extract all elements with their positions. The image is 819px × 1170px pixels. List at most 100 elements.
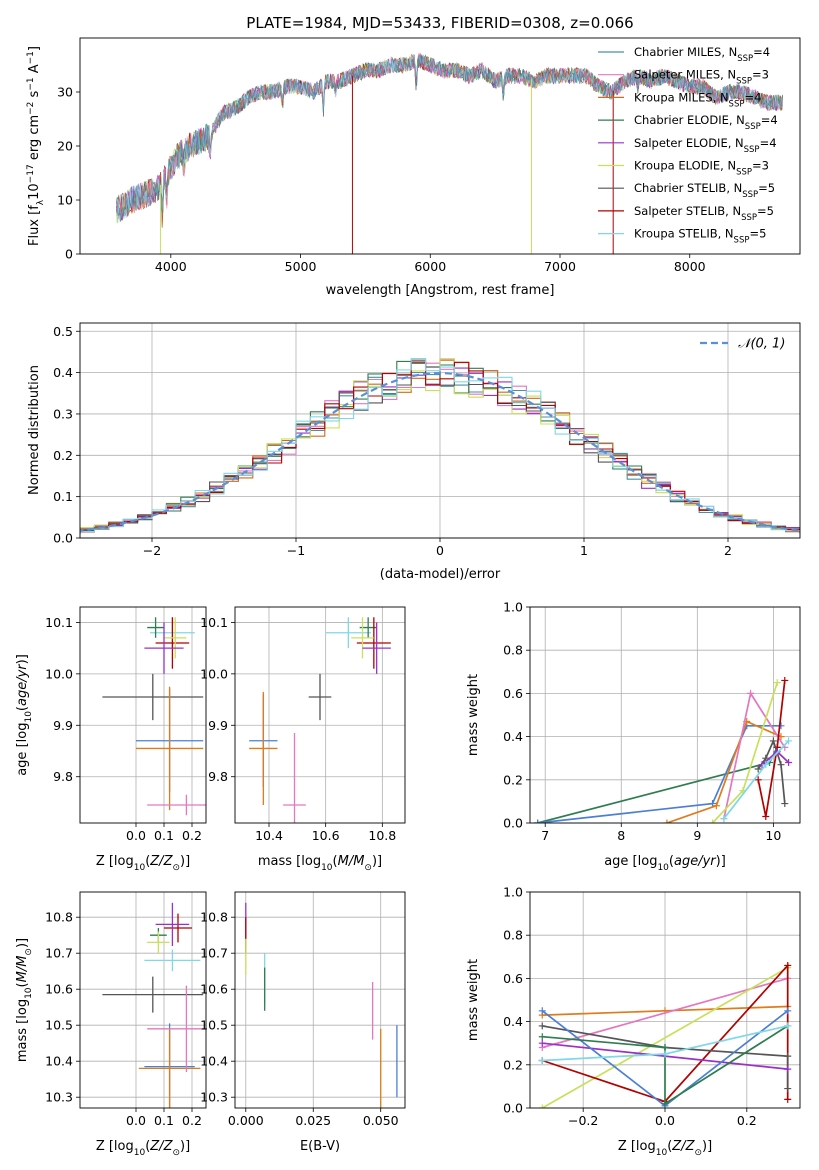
axes-frame	[234, 606, 406, 824]
panel-spectrum: 4000 5000 6000 7000 8000 0 10 20 30	[57, 37, 801, 274]
weight-marker	[773, 679, 781, 687]
y-axis-label: Flux [fλ10−17 erg cm−2 s−1 A−1]	[26, 46, 46, 246]
y-tick-label: 20	[57, 139, 73, 154]
y-axis-label: age [log10(age/yr)]	[15, 654, 34, 776]
x-axis-label: Z [log10(Z/Z⊙)]	[618, 1139, 712, 1158]
weight-marker	[777, 761, 785, 769]
x-tick-label: −1	[287, 543, 305, 558]
weight-marker	[709, 819, 717, 823]
x-tick-label: 10.6	[312, 828, 340, 843]
weight-marker	[777, 722, 785, 730]
y-axis-label: mass [log10(M/M⊙)]	[15, 938, 34, 1062]
y-tick-label: 0	[65, 247, 73, 262]
y-tick-label: 0.2	[503, 772, 523, 787]
weight-marker	[538, 1039, 546, 1047]
weight-marker	[784, 1007, 792, 1015]
y-tick-label: 0.8	[503, 928, 523, 943]
weight-marker	[754, 765, 762, 773]
x-axis-label: Z [log10(Z/Z⊙)]	[96, 1139, 190, 1158]
y-tick-label: 9.9	[208, 718, 228, 733]
weight-marker	[784, 1095, 792, 1103]
gaussian-curve	[80, 371, 800, 532]
x-tick-label: 10.8	[368, 828, 396, 843]
weight-marker	[785, 759, 793, 767]
y-tick-label: 0.8	[503, 643, 523, 658]
axes-frame	[79, 606, 207, 824]
y-tick-label: 10.3	[200, 1090, 228, 1105]
y-tick-label: 0.1	[53, 489, 73, 504]
x-tick-label: 0.000	[228, 1113, 264, 1128]
y-tick-label: 10.4	[200, 1054, 228, 1069]
plot-area	[102, 617, 206, 816]
panel-mass_vs_EBV: 0.000 0.025 0.050 10.3 10.4 10.5 10.6 10.7 10.8	[200, 891, 406, 1128]
x-axis-label: age [log10(age/yr)]	[604, 854, 726, 873]
weight-line-blue	[537, 724, 781, 823]
spectrum-line-kroupa_stelib	[116, 53, 783, 224]
y-tick-label: 10.6	[45, 982, 73, 997]
weight-marker	[538, 1056, 546, 1064]
y-tick-label: 10.6	[200, 982, 228, 997]
legend-label: Chabrier STELIB, NSSP=5	[634, 181, 775, 200]
y-tick-label: 0.0	[503, 816, 523, 831]
x-tick-label: 5000	[285, 259, 317, 274]
y-tick-label: 9.8	[53, 769, 73, 784]
spectrum-legend: Chabrier MILES, NSSP=4 Salpeter MILES, NS…	[598, 45, 778, 246]
weight-line-kroupa_elodie	[541, 966, 789, 1108]
weight-marker	[709, 800, 717, 808]
legend-label: Kroupa ELODIE, NSSP=3	[634, 159, 769, 178]
plot-area	[538, 961, 792, 1108]
x-tick-label: 0.050	[363, 1113, 399, 1128]
y-tick-label: 10.5	[200, 1018, 228, 1033]
x-tick-label: 6000	[414, 259, 446, 274]
weight-marker	[661, 1100, 669, 1108]
y-tick-label: 0.4	[53, 365, 73, 380]
x-tick-label: 8000	[674, 259, 706, 274]
y-tick-label: 10.0	[200, 666, 228, 681]
weight-marker	[663, 819, 671, 823]
weight-marker	[769, 737, 777, 745]
x-tick-label: 0	[436, 543, 444, 558]
plot-area	[102, 902, 206, 1108]
x-tick-label: 0.025	[295, 1113, 331, 1128]
panel-mass_weight_vs_Z: −0.2 0.0 0.2 0.0 0.2 0.4 0.6 0.8 1.0	[503, 885, 801, 1128]
x-tick-label: 0.2	[182, 828, 202, 843]
plot-area	[534, 676, 793, 823]
x-tick-label: 1	[580, 543, 588, 558]
axes-frame	[234, 891, 406, 1109]
weight-line-chabrier_stelib	[757, 738, 786, 804]
x-tick-label: −0.2	[568, 1113, 598, 1128]
weight-line-salpeter_stelib	[542, 963, 789, 1103]
y-tick-label: 0.2	[503, 1057, 523, 1072]
weight-marker	[784, 1022, 792, 1030]
weight-marker	[712, 802, 720, 810]
y-tick-label: 0.6	[503, 686, 523, 701]
legend-label: Salpeter MILES, NSSP=3	[634, 68, 769, 87]
y-tick-label: 10.3	[45, 1090, 73, 1105]
weight-line-chabrier_elodie	[542, 1025, 789, 1106]
weight-marker	[762, 761, 770, 769]
plot-area	[116, 52, 783, 254]
weight-marker	[720, 815, 728, 823]
plot-area	[249, 617, 391, 823]
panel-mass_weight_vs_age: 7 8 9 10 0.0 0.2 0.4 0.6 0.8 1.0	[503, 600, 801, 843]
y-tick-label: 9.9	[53, 718, 73, 733]
weight-line-chabrier_elodie	[537, 747, 778, 823]
y-tick-label: 10.7	[45, 946, 73, 961]
x-tick-label: 0.2	[182, 1113, 202, 1128]
weight-marker	[784, 1052, 792, 1060]
panel-age_vs_Z: 0.0 0.1 0.2 9.8 9.9 10.0 10.1	[45, 606, 207, 843]
weight-marker	[661, 1050, 669, 1058]
weight-line-salpeter_miles	[542, 977, 788, 1049]
residual-legend: 𝒩(0, 1)	[700, 337, 785, 352]
y-axis-label: mass weight	[466, 674, 481, 756]
x-tick-label: 0.0	[126, 1113, 146, 1128]
x-tick-label: 0.1	[154, 828, 174, 843]
legend-label: Chabrier MILES, NSSP=4	[634, 45, 770, 64]
y-axis-label: Normed distribution	[27, 365, 42, 495]
y-tick-label: 10	[57, 193, 73, 208]
x-axis-label: mass [log10(M/M⊙)]	[258, 854, 382, 873]
x-tick-label: 0.1	[154, 1113, 174, 1128]
spectrum-line-chabrier_miles	[116, 54, 783, 222]
weight-marker	[538, 1033, 546, 1041]
x-axis-label: E(B-V)	[300, 1139, 340, 1154]
